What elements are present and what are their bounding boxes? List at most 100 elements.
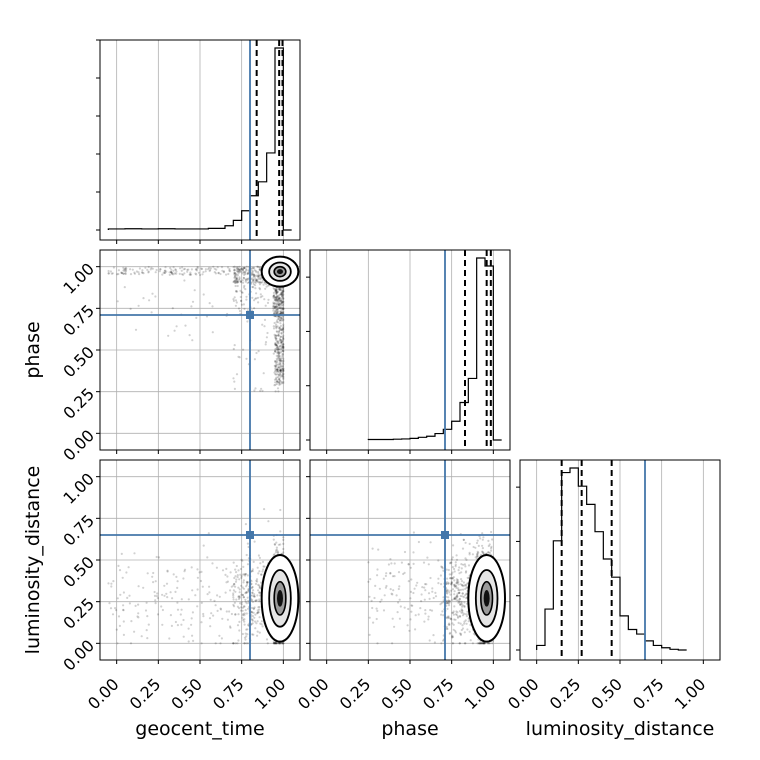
scatter-point: [236, 279, 239, 282]
scatter-point: [429, 541, 432, 544]
scatter-point: [187, 268, 190, 271]
scatter-point: [400, 561, 403, 564]
scatter-point: [282, 547, 285, 551]
scatter-point: [258, 591, 261, 594]
scatter-point: [243, 266, 246, 269]
scatter-point: [239, 270, 242, 273]
scatter-point: [275, 292, 278, 295]
scatter-point: [476, 552, 479, 556]
scatter-point: [214, 604, 217, 607]
scatter-point: [109, 607, 113, 610]
scatter-point: [245, 591, 248, 595]
scatter-point: [276, 302, 279, 305]
scatter-point: [217, 272, 220, 275]
scatter-point: [275, 368, 278, 371]
scatter-point: [134, 604, 137, 608]
scatter-point: [448, 599, 451, 603]
scatter-point: [252, 273, 255, 276]
scatter-point: [273, 641, 276, 644]
scatter-point: [251, 270, 255, 273]
scatter-point: [280, 331, 283, 335]
scatter-point: [254, 599, 257, 602]
scatter-point: [235, 290, 238, 293]
scatter-point: [465, 570, 468, 573]
scatter-point: [476, 539, 479, 542]
scatter-point: [281, 293, 284, 296]
scatter-point: [256, 612, 259, 615]
scatter-point: [273, 642, 276, 645]
scatter-point: [275, 337, 278, 340]
scatter-point: [279, 341, 282, 344]
scatter-point: [275, 323, 278, 326]
scatter-point: [265, 285, 268, 288]
scatter-point: [276, 290, 279, 293]
scatter-point: [146, 637, 149, 640]
scatter-point: [280, 291, 283, 294]
scatter-point: [254, 269, 257, 272]
scatter-point: [279, 297, 283, 301]
scatter-point: [277, 357, 280, 360]
scatter-point: [282, 542, 285, 546]
scatter-panel-luminosity_distance_vs_geocent_time-contour-3: [277, 590, 283, 607]
scatter-point: [282, 304, 285, 307]
hist-panel-geocent_time-frame: [99, 39, 301, 241]
scatter-point: [245, 602, 248, 605]
scatter-point: [165, 270, 168, 273]
scatter-point: [280, 312, 283, 315]
scatter-point: [117, 269, 120, 272]
scatter-point: [277, 348, 280, 351]
scatter-point: [216, 594, 219, 597]
scatter-point: [122, 604, 125, 607]
scatter-point: [490, 547, 493, 550]
scatter-point: [170, 271, 173, 274]
scatter-point: [193, 289, 196, 292]
scatter-point: [456, 592, 459, 595]
scatter-point: [244, 523, 247, 526]
scatter-point: [280, 371, 283, 374]
scatter-point: [453, 597, 456, 600]
scatter-point: [274, 551, 277, 554]
scatter-point: [280, 306, 283, 309]
scatter-point: [258, 600, 261, 603]
scatter-point: [460, 611, 463, 614]
scatter-point: [275, 379, 278, 382]
scatter-point: [241, 268, 244, 271]
scatter-point: [237, 586, 240, 589]
scatter-point: [277, 304, 280, 307]
scatter-point: [252, 607, 255, 610]
scatter-point: [254, 287, 257, 290]
scatter-point: [257, 589, 260, 592]
scatter-point: [277, 295, 280, 298]
hist-panel-luminosity_distance-frame: [519, 459, 721, 661]
scatter-point: [458, 610, 461, 613]
scatter-point: [277, 373, 281, 376]
scatter-point: [163, 594, 166, 597]
scatter-point: [226, 266, 230, 269]
scatter-point: [450, 582, 453, 585]
scatter-point: [442, 639, 445, 642]
scatter-point: [235, 571, 238, 574]
scatter-point: [114, 607, 117, 610]
scatter-point: [450, 577, 453, 580]
scatter-point: [258, 608, 261, 611]
scatter-point: [434, 591, 437, 595]
scatter-point: [239, 295, 242, 299]
scatter-point: [255, 579, 258, 582]
scatter-point: [275, 305, 278, 308]
scatter-point: [247, 277, 250, 280]
scatter-point: [463, 622, 466, 625]
scatter-point: [122, 608, 125, 612]
scatter-point: [257, 350, 260, 353]
scatter-point: [274, 341, 277, 344]
scatter-point: [413, 587, 416, 590]
scatter-point: [447, 582, 450, 585]
scatter-point: [258, 616, 261, 619]
scatter-point: [276, 340, 279, 343]
hist-panel-luminosity_distance-xtick-label-1: 0.25: [546, 675, 585, 714]
scatter-point: [255, 578, 259, 581]
scatter-point: [137, 585, 140, 588]
scatter-point: [281, 343, 284, 346]
scatter-point: [482, 642, 485, 645]
scatter-point: [238, 270, 241, 273]
scatter-point: [275, 373, 278, 376]
